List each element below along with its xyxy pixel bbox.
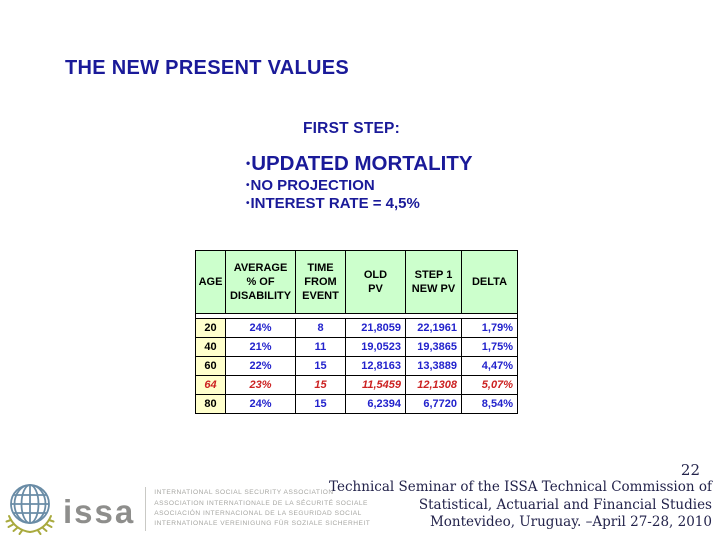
logo-divider [145,487,147,531]
old-pv-cell: 19,0523 [345,337,406,357]
page-number: 22 [680,461,700,479]
issa-logo: issa INTERNATIONAL SOCIAL SECURITY ASSOC… [2,479,370,539]
new-pv-cell: 22,1961 [405,318,462,338]
age-cell: 40 [195,337,226,357]
old-pv-cell: 21,8059 [345,318,406,338]
age-cell: 20 [195,318,226,338]
present-values-table: AGE AVERAGE % OF DISABILITY TIME FROM EV… [195,250,518,414]
delta-cell: 5,07% [461,375,518,395]
footer-line: Statistical, Actuarial and Financial Stu… [418,496,712,513]
issa-acronym: issa [63,492,136,530]
new-pv-cell: 19,3865 [405,337,462,357]
bullet-label: NO PROJECTION [250,177,375,194]
footer-line: Technical Seminar of the ISSA Technical … [329,479,712,495]
column-header-step1-new-pv: STEP 1 NEW PV [405,250,462,314]
bullet-icon: • [246,197,250,209]
bullet-icon: • [246,180,250,191]
column-header-time-from-event: TIME FROM EVENT [295,250,346,314]
footer-caption: Technical Seminar of the ISSA Technical … [329,479,712,532]
bullet-item-updated-mortality: •UPDATED MORTALITY [246,151,473,176]
column-header-delta: DELTA [461,250,518,314]
organization-name-fr: ASSOCIATION INTERNATIONALE DE LA SÉCURIT… [154,499,368,507]
avg-disability-cell: 24% [225,318,296,338]
logo-names: INTERNATIONAL SOCIAL SECURITY ASSOCIATIO… [154,488,370,530]
globe-with-laurel-icon [5,484,55,535]
age-cell: 60 [195,356,226,376]
time-cell: 15 [295,356,346,376]
time-cell: 11 [295,337,346,357]
column-header-avg-disability: AVERAGE % OF DISABILITY [225,250,296,314]
organization-name-de: INTERNATIONALE VEREINIGUNG FÜR SOZIALE S… [154,520,371,528]
step-heading: FIRST STEP: [303,120,400,137]
organization-name-es: ASOCIACIÓN INTERNACIONAL DE LA SEGURIDAD… [154,510,362,517]
delta-cell: 4,47% [461,356,518,376]
old-pv-cell: 11,5459 [345,375,406,395]
table-row: 40 21% 11 19,0523 19,3865 1,75% [195,337,518,357]
bullet-item-interest-rate: •INTEREST RATE = 4,5% [246,194,473,212]
time-cell: 15 [295,375,346,395]
column-header-old-pv: OLD PV [345,250,406,314]
page-title: THE NEW PRESENT VALUES [65,57,350,79]
organization-name-en: INTERNATIONAL SOCIAL SECURITY ASSOCIATIO… [154,489,334,497]
avg-disability-cell: 21% [225,337,296,357]
bullet-label: UPDATED MORTALITY [251,152,473,175]
new-pv-cell: 6,7720 [405,394,462,414]
new-pv-cell: 12,1308 [405,375,462,395]
table-row: 60 22% 15 12,8163 13,3889 4,47% [195,356,518,376]
table-row-highlighted: 64 23% 15 11,5459 12,1308 5,07% [195,375,518,395]
avg-disability-cell: 22% [225,356,296,376]
bullet-icon: • [246,156,251,170]
delta-cell: 1,79% [461,318,518,338]
age-cell: 80 [195,394,226,414]
footer-line: Montevideo, Uruguay. –April 27-28, 2010 [429,514,712,530]
table-row: 80 24% 15 6,2394 6,7720 8,54% [195,394,518,414]
time-cell: 15 [295,394,346,414]
old-pv-cell: 6,2394 [345,394,406,414]
table-row: 20 24% 8 21,8059 22,1961 1,79% [195,318,518,338]
table-header: AGE AVERAGE % OF DISABILITY TIME FROM EV… [195,250,518,314]
age-cell: 64 [195,375,226,395]
delta-cell: 8,54% [461,394,518,414]
bullet-list: •UPDATED MORTALITY •NO PROJECTION •INTER… [246,151,473,211]
old-pv-cell: 12,8163 [345,356,406,376]
new-pv-cell: 13,3889 [405,356,462,376]
avg-disability-cell: 24% [225,394,296,414]
avg-disability-cell: 23% [225,375,296,395]
time-cell: 8 [295,318,346,338]
delta-cell: 1,75% [461,337,518,357]
bullet-label: INTEREST RATE = 4,5% [250,194,420,212]
column-header-age: AGE [195,250,226,314]
bullet-item-no-projection: •NO PROJECTION [246,178,473,194]
